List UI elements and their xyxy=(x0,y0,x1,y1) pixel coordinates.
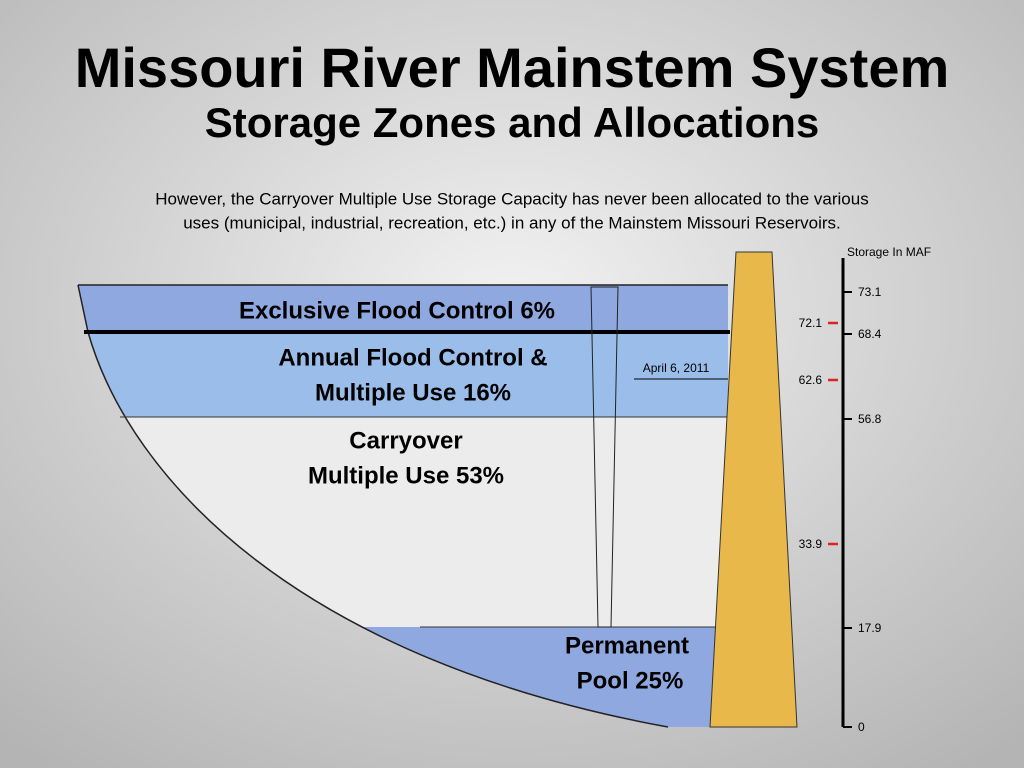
title: Missouri River Mainstem System xyxy=(75,36,950,99)
marker-label: April 6, 2011 xyxy=(643,361,710,375)
scale-ticks: 73.1 68.4 56.8 17.9 0 72.1 62.6 33.9 xyxy=(799,285,882,734)
tick-label: 68.4 xyxy=(858,327,882,341)
note-line: uses (municipal, industrial, recreation,… xyxy=(183,213,841,232)
zone-label: Multiple Use 16% xyxy=(315,379,511,406)
zone-label: Pool 25% xyxy=(577,667,684,694)
gauge xyxy=(590,286,619,628)
zone-label: Exclusive Flood Control 6% xyxy=(239,297,555,324)
zone-label: Multiple Use 53% xyxy=(308,462,504,489)
zone-annual xyxy=(78,332,728,417)
zone-exclusive xyxy=(78,285,728,332)
tick-label: 17.9 xyxy=(858,621,882,635)
zone-label: Annual Flood Control & xyxy=(278,344,547,371)
scale-label: Storage In MAF xyxy=(847,245,931,259)
tick-label: 33.9 xyxy=(799,537,823,551)
tick-label: 73.1 xyxy=(858,285,882,299)
note-line: However, the Carryover Multiple Use Stor… xyxy=(155,189,868,208)
tick-label: 62.6 xyxy=(799,373,823,387)
dam xyxy=(709,251,798,728)
zone-label: Permanent xyxy=(565,632,689,659)
subtitle: Storage Zones and Allocations xyxy=(205,99,820,146)
tick-label: 56.8 xyxy=(858,412,882,426)
tick-label: 0 xyxy=(858,720,865,734)
reservoir-outline xyxy=(77,284,728,728)
tick-label: 72.1 xyxy=(799,316,823,330)
zone-label: Carryover xyxy=(349,427,462,454)
